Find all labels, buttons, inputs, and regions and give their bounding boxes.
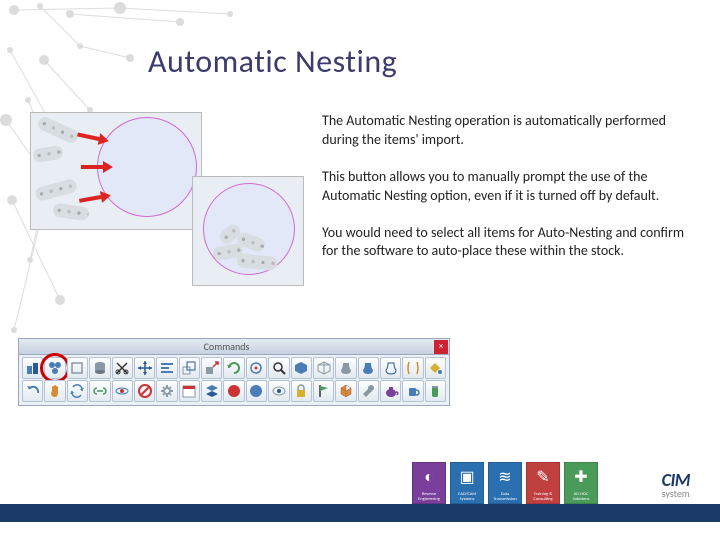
- footer-box-label: Reverse Engineering: [413, 491, 445, 503]
- undo-button[interactable]: [22, 380, 43, 402]
- paragraph-3: You would need to select all items for A…: [322, 224, 692, 262]
- footer-box-icon: ✎: [527, 463, 559, 491]
- toolbar-titlebar: Commands ×: [19, 339, 449, 355]
- fill-button[interactable]: [425, 357, 446, 379]
- deny-button[interactable]: [134, 380, 155, 402]
- panel-button[interactable]: [67, 357, 88, 379]
- footer-box: ✎Training & Consulting: [526, 462, 560, 504]
- move-arrows-button[interactable]: [134, 357, 155, 379]
- illustration-before-nesting: [30, 112, 202, 230]
- palette-blue-button[interactable]: [246, 380, 267, 402]
- nesting-button[interactable]: [44, 357, 65, 379]
- cube-button[interactable]: [335, 380, 356, 402]
- footer-box-label: CAD/CAM Systems: [451, 491, 483, 503]
- calendar-button[interactable]: [179, 380, 200, 402]
- view-solid-button[interactable]: [291, 357, 312, 379]
- commands-toolbar-window: Commands ×: [18, 338, 450, 406]
- footer-box-label: Training & Consulting: [527, 491, 559, 503]
- gear-button[interactable]: [156, 380, 177, 402]
- zoom-button[interactable]: [268, 357, 289, 379]
- slide-title: Automatic Nesting: [148, 42, 397, 81]
- eye-button[interactable]: [268, 380, 289, 402]
- vase-1-button[interactable]: [335, 357, 356, 379]
- cup-button[interactable]: [402, 380, 423, 402]
- hand-button[interactable]: [44, 380, 65, 402]
- link-button[interactable]: [89, 380, 110, 402]
- scale-button[interactable]: [179, 357, 200, 379]
- close-button[interactable]: ×: [434, 340, 448, 354]
- teapot-button[interactable]: [380, 380, 401, 402]
- paragraph-1: The Automatic Nesting operation is autom…: [322, 112, 692, 150]
- footer-box: ◐Reverse Engineering: [412, 462, 446, 504]
- lock-button[interactable]: [291, 380, 312, 402]
- layers-button[interactable]: [201, 380, 222, 402]
- tool-button[interactable]: [358, 380, 379, 402]
- footer-box: ▣CAD/CAM Systems: [450, 462, 484, 504]
- refresh-button[interactable]: [67, 380, 88, 402]
- cylinder-button[interactable]: [89, 357, 110, 379]
- footer-box-icon: ✚: [565, 463, 597, 491]
- toolbar-row-2: [22, 380, 446, 402]
- toolbar-title-text: Commands: [19, 340, 434, 353]
- footer-box-icon: ◐: [413, 463, 445, 491]
- rotate-button[interactable]: [223, 357, 244, 379]
- footer-bar: [0, 504, 720, 522]
- paragraph-2: This button allows you to manually promp…: [322, 168, 692, 206]
- footer-box: ≋Data Transmission: [488, 462, 522, 504]
- footer-box-label: AD HOC Solutions: [565, 491, 597, 503]
- rotate-center-button[interactable]: [246, 357, 267, 379]
- view-wire-button[interactable]: [313, 357, 334, 379]
- brand-sub: system: [662, 487, 690, 500]
- footer-box-label: Data Transmission: [489, 491, 521, 503]
- footer-box: ✚AD HOC Solutions: [564, 462, 598, 504]
- jar-button[interactable]: [425, 380, 446, 402]
- footer-box-icon: ▣: [451, 463, 483, 491]
- footer-category-boxes: ◐Reverse Engineering▣CAD/CAM Systems≋Dat…: [412, 462, 598, 504]
- brand-logo: CIM system: [662, 469, 690, 500]
- toolbar-row-1: [22, 357, 446, 379]
- illustration-after-nesting: [192, 176, 304, 286]
- align-button[interactable]: [156, 357, 177, 379]
- vase-3-button[interactable]: [380, 357, 401, 379]
- bracket-button[interactable]: [402, 357, 423, 379]
- scale-up-button[interactable]: [201, 357, 222, 379]
- box-stack-button[interactable]: [22, 357, 43, 379]
- orbit-button[interactable]: [112, 380, 133, 402]
- cut-scissors-button[interactable]: [112, 357, 133, 379]
- body-text: The Automatic Nesting operation is autom…: [322, 112, 692, 279]
- footer-box-icon: ≋: [489, 463, 521, 491]
- palette-red-button[interactable]: [223, 380, 244, 402]
- flag-button[interactable]: [313, 380, 334, 402]
- vase-2-button[interactable]: [358, 357, 379, 379]
